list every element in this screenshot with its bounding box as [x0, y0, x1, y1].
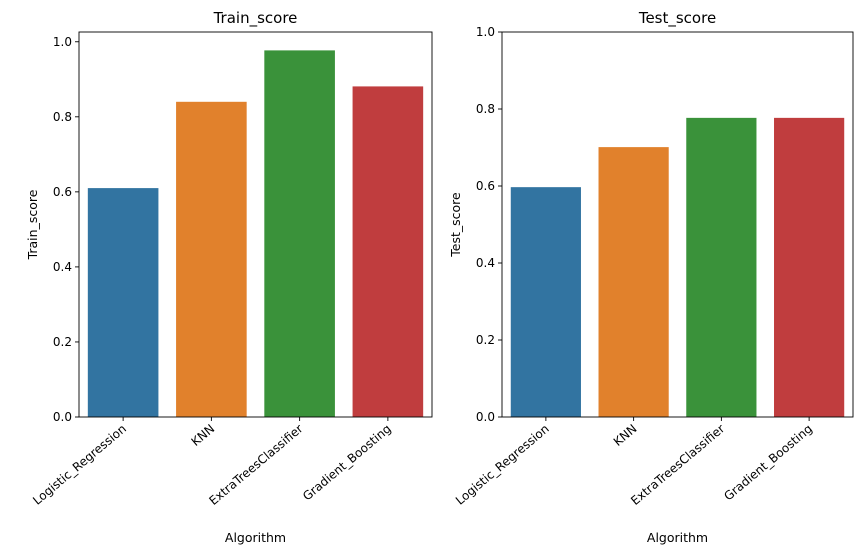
y-tick-label: 0.2 — [53, 335, 72, 349]
bar-gradient-boosting — [774, 117, 845, 418]
x-tick-label: KNN — [189, 422, 218, 449]
y-tick-label: 0.4 — [53, 260, 72, 274]
bar-gradient-boosting — [352, 86, 424, 417]
x-tick-label: ExtraTreesClassifier — [628, 422, 727, 508]
train-score-chart: Train_score Algorithm Train_score 0.0 0.2… — [25, 9, 433, 545]
y-tick-label: 0.2 — [476, 333, 495, 347]
test-score-chart: Test_score Algorithm Test_score 0.0 0.2 0.… — [448, 9, 854, 545]
x-tick-label: ExtraTreesClassifier — [206, 422, 305, 508]
x-tick-label: KNN — [611, 422, 640, 449]
y-tick-label: 0.4 — [476, 256, 495, 270]
y-tick-label: 0.6 — [476, 179, 495, 193]
bar-extratreesclassifier — [264, 50, 335, 417]
y-tick-label: 0.8 — [53, 110, 72, 124]
x-tick-label: Gradient_Boosting — [721, 422, 815, 504]
y-tick-label: 0.0 — [53, 410, 72, 424]
plot-frame — [78, 31, 433, 418]
chart-title: Test_score — [638, 9, 716, 28]
bar-logistic-regression — [510, 187, 581, 417]
bar-extratreesclassifier — [686, 117, 757, 418]
x-axis-label: Algorithm — [225, 530, 286, 545]
y-axis-label: Train_score — [25, 189, 40, 260]
y-tick-label: 1.0 — [53, 35, 72, 49]
y-tick-label: 0.8 — [476, 102, 495, 116]
bar-knn — [176, 101, 247, 418]
x-tick-label: Logistic_Regression — [30, 422, 129, 508]
chart-title: Train_score — [213, 9, 298, 28]
y-tick-label: 0.0 — [476, 410, 495, 424]
y-tick-label: 0.6 — [53, 185, 72, 199]
x-axis-label: Algorithm — [647, 530, 708, 545]
x-tick-label: Gradient_Boosting — [300, 422, 394, 504]
x-tick-label: Logistic_Regression — [453, 422, 552, 508]
y-tick-label: 1.0 — [476, 25, 495, 39]
bar-logistic-regression — [87, 188, 159, 417]
plot-frame — [501, 31, 854, 418]
bar-knn — [598, 147, 669, 417]
y-axis-label: Test_score — [448, 192, 463, 258]
